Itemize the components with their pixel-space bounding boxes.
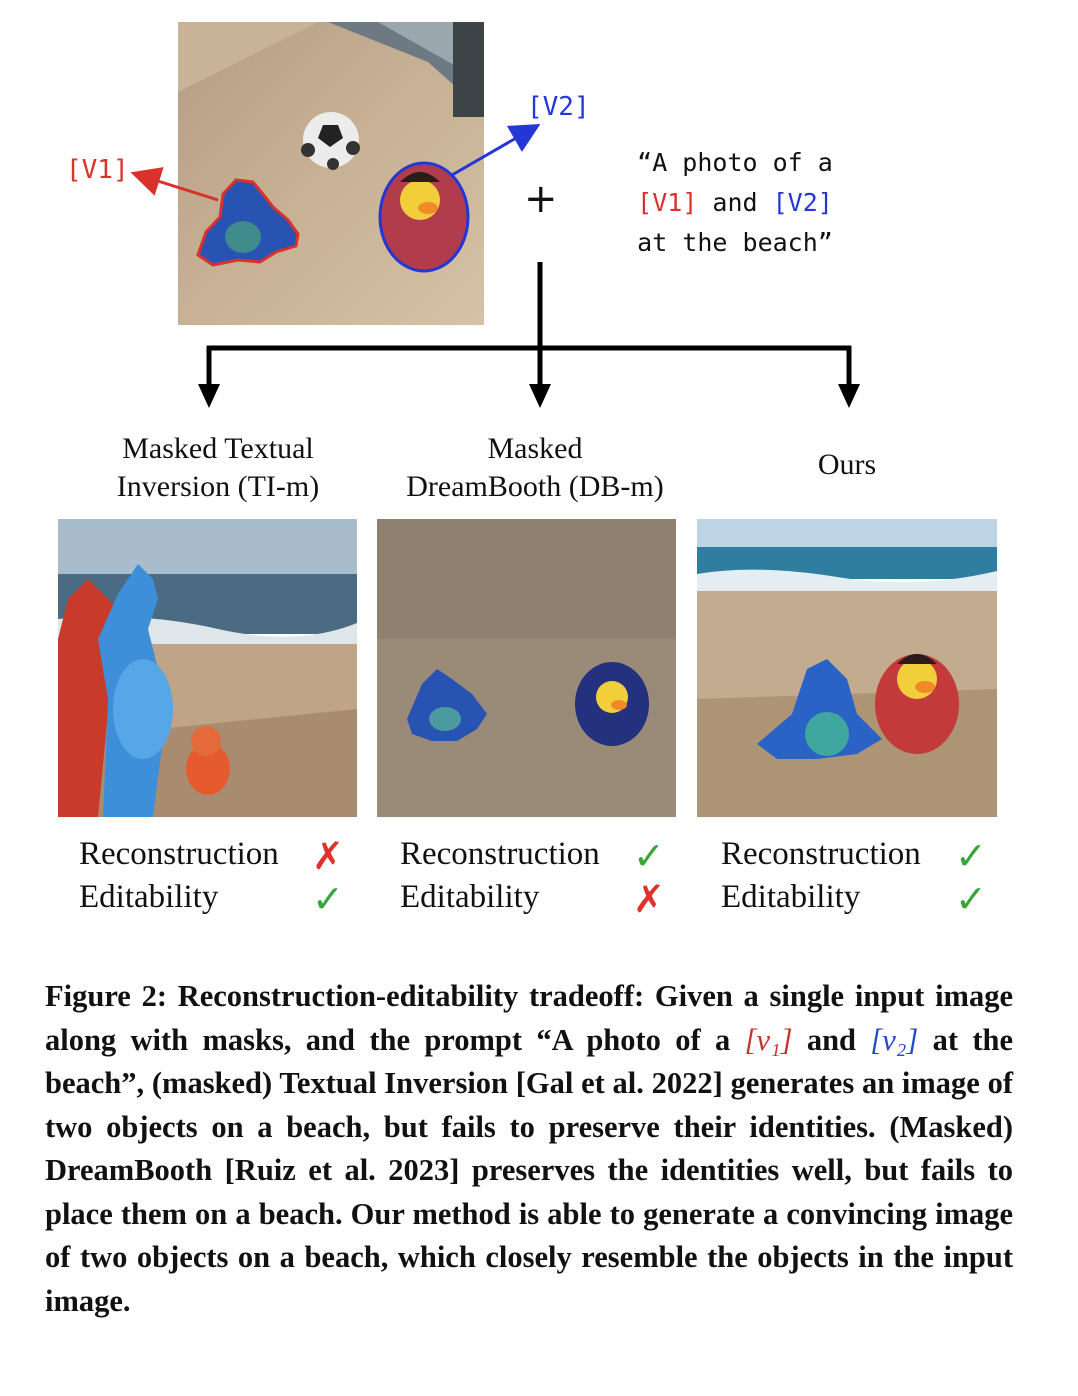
label-v1: [V1] [66,155,129,185]
metric-reconstruction-ti-m-label: Reconstruction [79,836,279,872]
plus-sign: + [524,176,558,222]
v2-arrow [451,124,541,177]
figure-caption: Figure 2: Reconstruction-editability tra… [45,975,1013,1323]
result-image-ours [697,519,997,817]
prompt-v1: [V1] [637,188,698,217]
metric-reconstruction-ours-label: Reconstruction [721,836,921,872]
method-title-db-m: Masked DreamBooth (DB-m) [406,432,664,503]
method-title-ti-m: Masked Textual Inversion (TI-m) [116,432,320,503]
caption-v1: [v₁] [744,1022,793,1057]
prompt-text: “A photo of a [V1] and [V2] at the beach… [610,143,860,263]
result-image-ti-m [58,519,357,817]
v1-arrow [130,167,219,202]
object-v1-figure [196,178,300,267]
check-mark-icon: ✓ [633,834,665,878]
arrow-head-left [198,384,220,408]
check-mark-icon: ✓ [955,877,987,921]
metric-editability-ti-m-label: Editability [79,879,219,915]
metric-reconstruction-db-m-label: Reconstruction [400,836,600,872]
cross-mark-icon: ✗ [312,834,344,878]
caption-part3: at the beach”, (masked) Textual Inversio… [45,1022,1013,1318]
caption-v2: [v₂] [870,1022,919,1057]
prompt-line2: [V1] and [V2] [610,183,860,223]
result-image-db-m [377,519,676,817]
diagram-overlay [130,124,860,408]
prompt-line1: “A photo of a [637,148,833,177]
check-mark-icon: ✓ [312,877,344,921]
input-photo [178,22,484,325]
cross-mark-icon: ✗ [633,877,665,921]
arrow-head-right [838,384,860,408]
prompt-and: and [697,188,773,217]
method-title-ours: Ours [817,448,877,481]
metric-editability-ours-label: Editability [721,879,861,915]
metric-editability-db-m-label: Editability [400,879,540,915]
object-v2-figure [378,161,470,273]
caption-part2: and [792,1022,871,1057]
check-mark-icon: ✓ [955,834,987,878]
caption-part1: Figure 2: Reconstruction-editability tra… [45,979,1013,1057]
prompt-line3: at the beach” [637,228,833,257]
prompt-v2: [V2] [772,188,833,217]
arrow-head-center [529,384,551,408]
label-v2: [V2] [527,92,590,122]
